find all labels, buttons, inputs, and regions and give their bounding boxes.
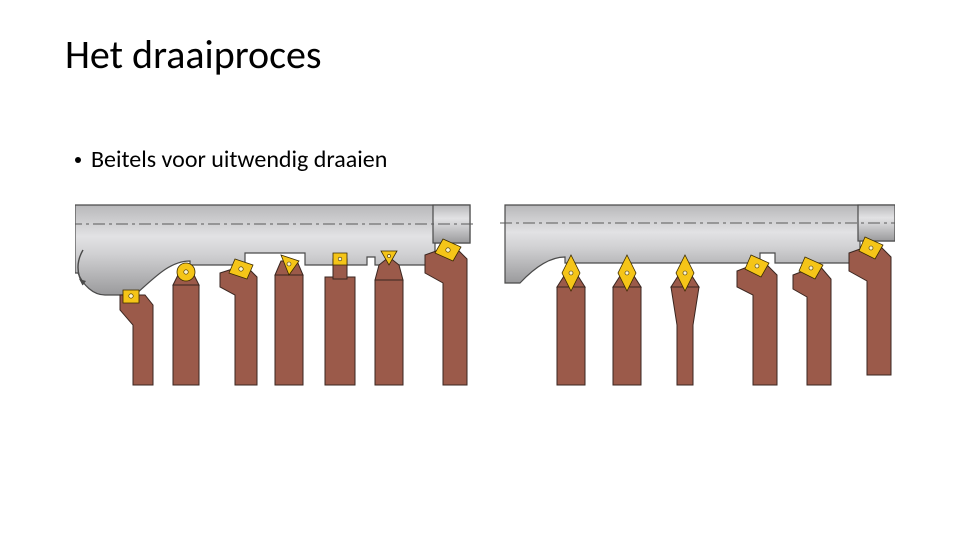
bullet-marker [75, 157, 81, 163]
turning-tools-diagram [75, 195, 895, 405]
tool-left-6 [375, 251, 403, 385]
tool-right-3 [671, 255, 699, 385]
tool-right-5 [793, 257, 831, 385]
tool-right-1 [557, 255, 585, 385]
tool-left-7 [425, 239, 467, 385]
tool-left-4 [275, 255, 303, 385]
tool-right-6 [849, 237, 891, 375]
tool-left-5 [325, 253, 355, 385]
tool-left-2 [173, 263, 199, 385]
right-workpiece [500, 205, 895, 283]
tool-right-4 [737, 255, 777, 385]
slide-title: Het draaiproces [65, 30, 322, 79]
tool-right-2 [613, 255, 641, 385]
tool-left-3 [220, 259, 257, 385]
bullet-item: Beitels voor uitwendig draaien [75, 145, 387, 174]
tool-left-1 [120, 290, 153, 385]
bullet-text: Beitels voor uitwendig draaien [91, 145, 387, 174]
